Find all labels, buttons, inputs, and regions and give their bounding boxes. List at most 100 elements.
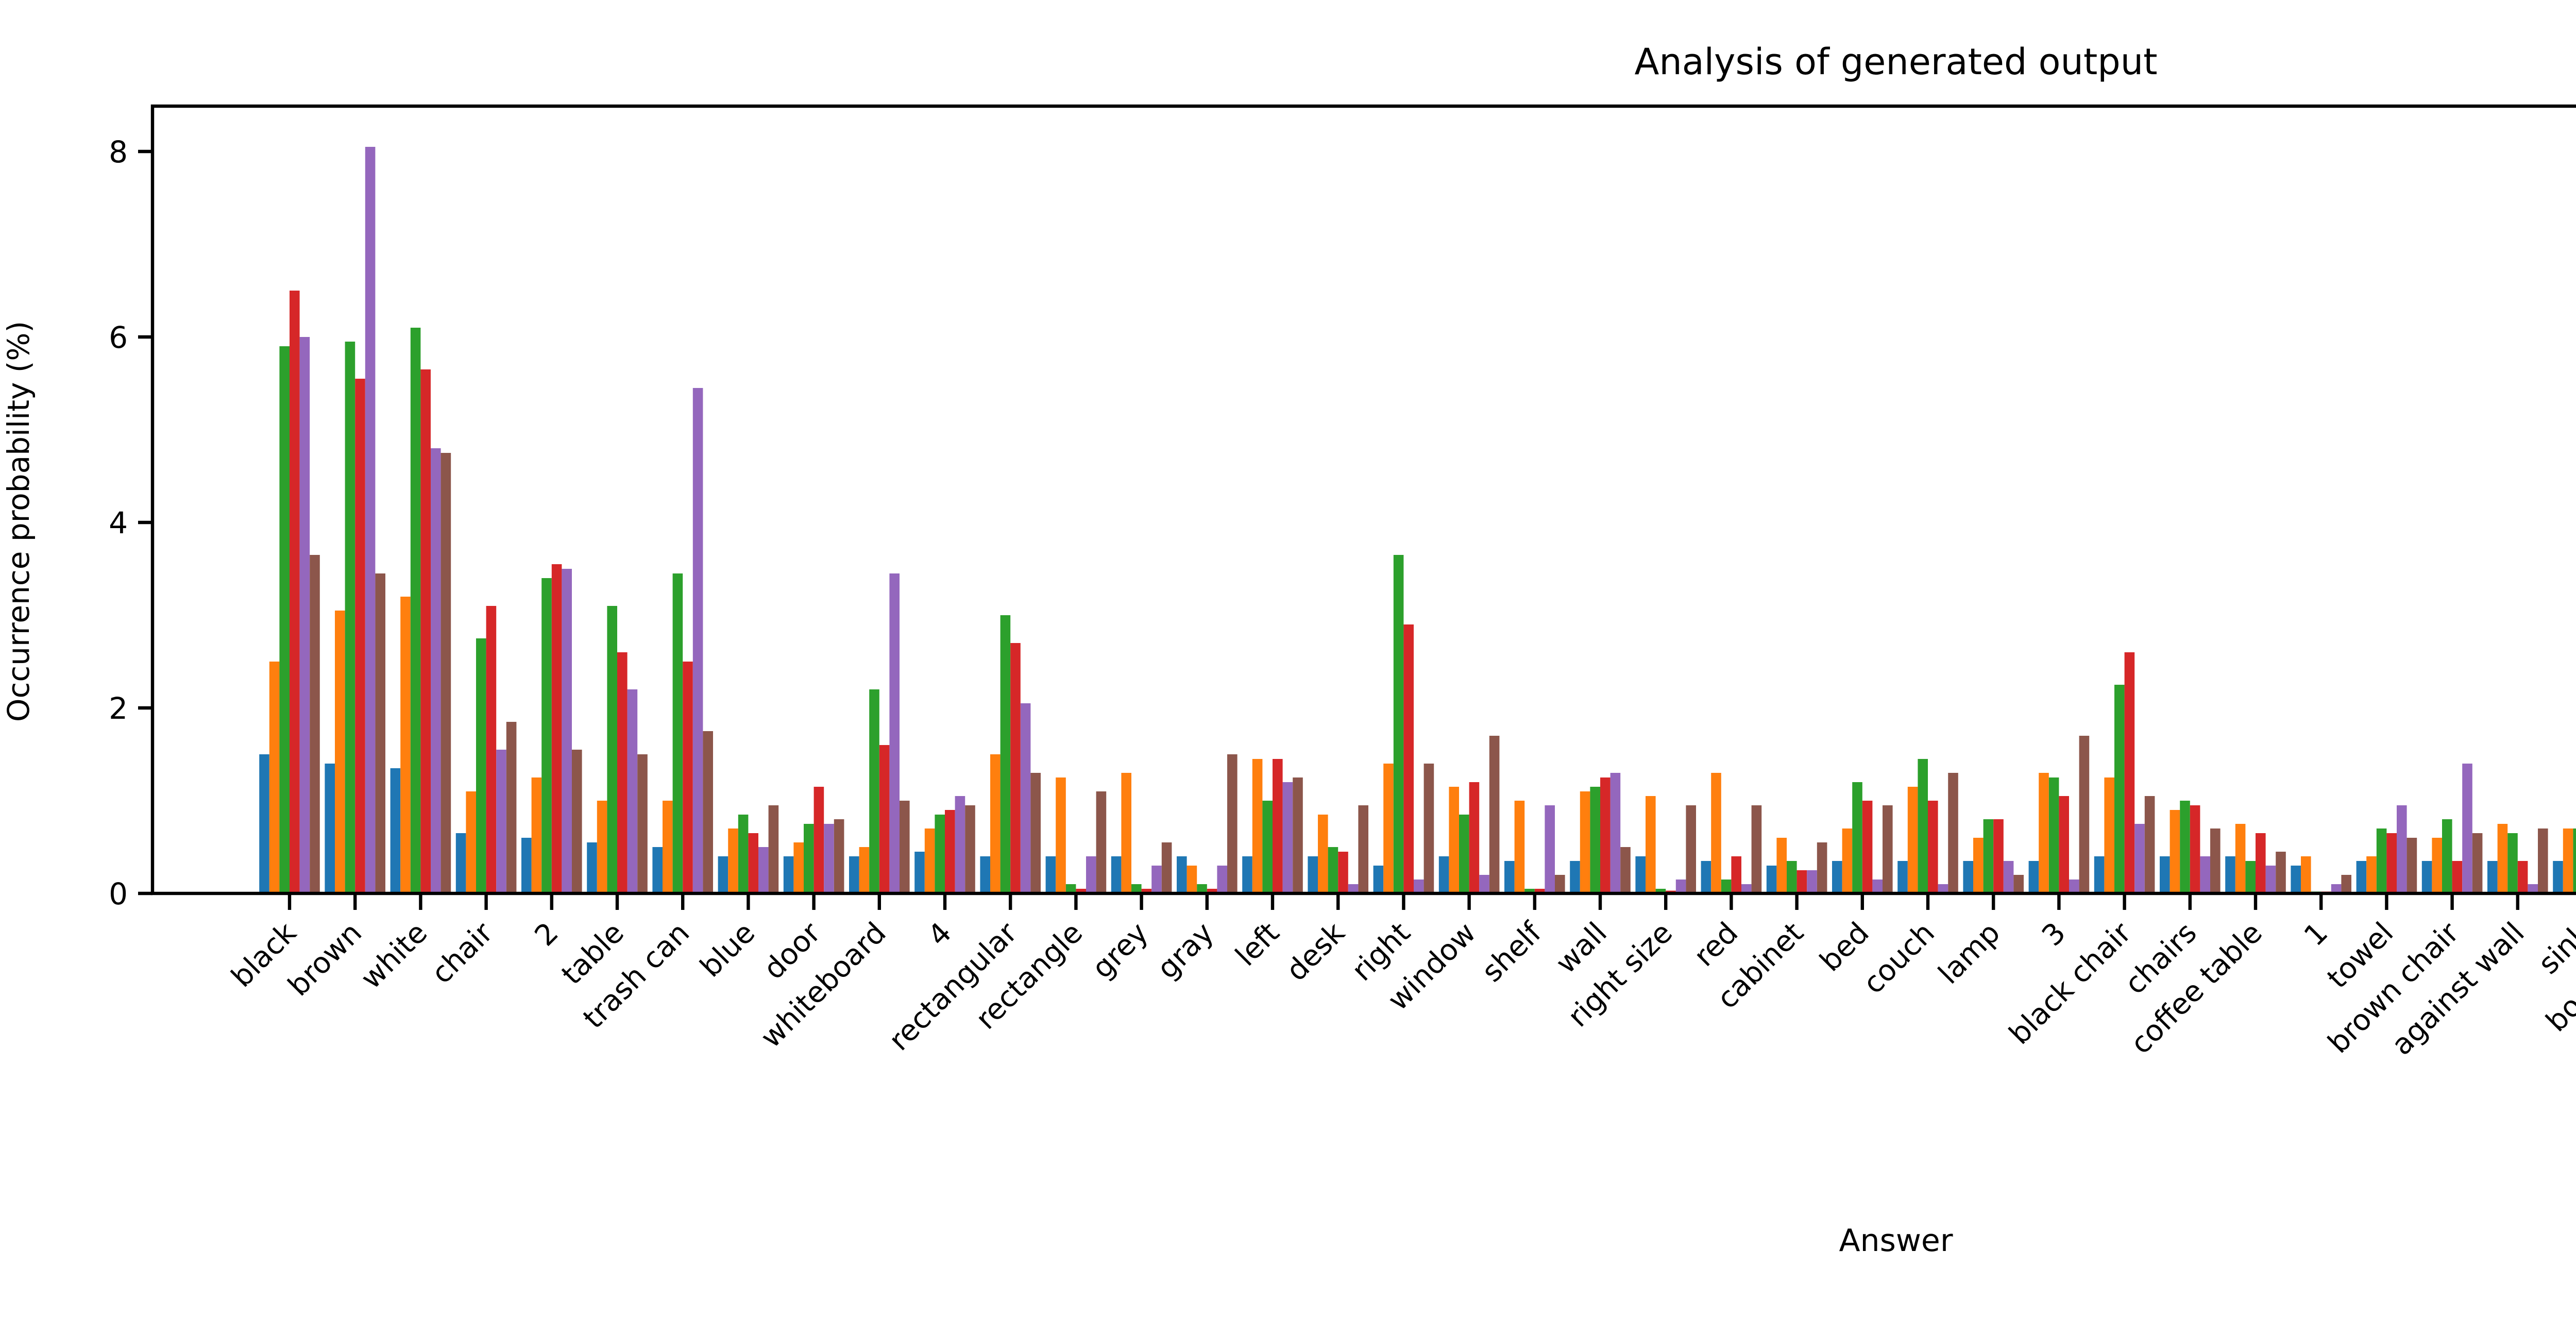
bar-3-Train-set [2039, 773, 2049, 893]
bar-desk-Train-on-only-test-set [1348, 884, 1359, 893]
bar-trash-can-Train-on-only-test-set [692, 388, 703, 893]
bar-table-Train-with-distribution-balancing [637, 754, 648, 893]
bar-wall-Train-with-distribution-balancing [1620, 847, 1631, 893]
bar-4-Train-set [924, 828, 935, 893]
bar-brown-chair-Train-with-distribution-balancing [2472, 833, 2483, 893]
bar-sink-Ground-Truth [2553, 861, 2563, 893]
bar-white-Train-with-test-set [420, 369, 431, 893]
bar-brown-Train-with-distribution-balancing [375, 573, 385, 893]
bar-black-Train-on-only-test-set [299, 337, 310, 893]
bar-door-Ground-Truth [783, 856, 794, 893]
y-axis-label: Occurrence probability (%) [1, 321, 36, 722]
bar-chair-Ground-Truth [455, 833, 466, 893]
bar-coffee-table-Train-on-only-test-set [2265, 866, 2276, 893]
bar-shelf-Ground-Truth [1504, 861, 1515, 893]
bar-blue-Train-on-only-test-set [758, 847, 769, 893]
bar-chair-Train-on-only-test-set [496, 750, 506, 893]
bar-black-chair-Train-with-distribution-balancing [2144, 796, 2155, 893]
bar-brown-chair-Train-on-only-test-set [2462, 764, 2472, 893]
bar-2-Vanilla-Training [541, 578, 552, 893]
bar-desk-Train-set [1318, 815, 1328, 893]
bar-bed-Train-with-distribution-balancing [1883, 805, 1893, 893]
bar-3-Ground-Truth [2028, 861, 2039, 893]
bar-wall-Train-on-only-test-set [1610, 773, 1621, 893]
bar-rectangular-Train-set [990, 754, 1001, 893]
bar-against-wall-Train-with-test-set [2517, 861, 2528, 893]
bar-wall-Train-set [1580, 791, 1590, 893]
bar-chairs-Ground-Truth [2160, 856, 2170, 893]
bar-couch-Train-set [1907, 787, 1918, 893]
bar-shelf-Train-on-only-test-set [1545, 805, 1555, 893]
bar-window-Train-on-only-test-set [1479, 875, 1489, 893]
bar-towel-Train-with-distribution-balancing [2406, 838, 2417, 893]
bar-cabinet-Train-on-only-test-set [1807, 870, 1817, 893]
bar-trash-can-Vanilla-Training [672, 573, 683, 893]
bar-table-Ground-Truth [587, 842, 597, 893]
bar-chairs-Train-with-test-set [2190, 805, 2200, 893]
bar-lamp-Ground-Truth [1963, 861, 1973, 893]
bar-wall-Train-with-test-set [1600, 777, 1611, 893]
bar-lamp-Vanilla-Training [1983, 819, 1994, 893]
bar-wall-Ground-Truth [1570, 861, 1580, 893]
bar-left-Train-on-only-test-set [1282, 782, 1293, 893]
bar-window-Train-with-test-set [1469, 782, 1480, 893]
bar-2-Train-with-test-set [551, 564, 562, 893]
bar-right-size-Vanilla-Training [1655, 889, 1666, 893]
bar-black-chair-Vanilla-Training [2114, 685, 2125, 893]
bar-coffee-table-Ground-Truth [2225, 856, 2235, 893]
bar-1-Train-with-distribution-balancing [2341, 875, 2351, 893]
y-tick-label: 2 [109, 691, 128, 726]
bar-grey-Ground-Truth [1111, 856, 1122, 893]
bar-rectangle-Train-with-distribution-balancing [1096, 791, 1107, 893]
y-tick-label: 8 [109, 134, 128, 170]
bar-chairs-Train-set [2170, 810, 2180, 893]
bar-rectangular-Train-with-distribution-balancing [1030, 773, 1041, 893]
bar-red-Train-with-distribution-balancing [1751, 805, 1762, 893]
bar-bed-Vanilla-Training [1852, 782, 1862, 893]
bar-black-Train-with-distribution-balancing [310, 555, 320, 893]
bar-against-wall-Train-set [2497, 824, 2508, 893]
bar-towel-Train-set [2366, 856, 2377, 893]
bar-left-Ground-Truth [1242, 856, 1252, 893]
bar-shelf-Vanilla-Training [1524, 889, 1535, 893]
bar-rectangle-Vanilla-Training [1065, 884, 1076, 893]
bar-black-chair-Train-with-test-set [2124, 652, 2135, 893]
bar-rectangle-Train-on-only-test-set [1086, 856, 1096, 893]
x-tick-label-blue: blue [694, 916, 762, 984]
y-tick-label: 4 [109, 505, 128, 540]
x-tick-label-gray: gray [1151, 916, 1221, 986]
chart-title: Analysis of generated output [1634, 41, 2157, 83]
bar-2-Train-set [531, 777, 542, 893]
bar-rectangle-Train-set [1056, 777, 1066, 893]
bar-door-Train-with-distribution-balancing [834, 819, 844, 893]
bar-table-Train-set [597, 801, 607, 893]
bar-right-size-Ground-Truth [1635, 856, 1646, 893]
bar-sink-Train-set [2563, 828, 2573, 893]
x-tick-label-brown: brown [282, 916, 368, 1003]
bar-rectangle-Ground-Truth [1045, 856, 1056, 893]
bar-blue-Ground-Truth [718, 856, 728, 893]
bar-black-Train-with-test-set [290, 291, 300, 893]
bar-coffee-table-Train-with-distribution-balancing [2276, 852, 2286, 893]
x-tick-label-4: 4 [922, 916, 958, 953]
bar-bed-Train-with-test-set [1862, 801, 1873, 893]
y-tick-label: 6 [109, 320, 128, 355]
bar-cabinet-Train-set [1776, 838, 1787, 893]
bar-rectangular-Train-with-test-set [1010, 643, 1021, 893]
bar-3-Train-with-test-set [2059, 796, 2069, 893]
bar-coffee-table-Train-set [2235, 824, 2246, 893]
bar-window-Vanilla-Training [1459, 815, 1469, 893]
bar-rectangular-Train-on-only-test-set [1020, 703, 1031, 893]
bar-1-Train-set [2301, 856, 2311, 893]
bar-door-Train-with-test-set [814, 787, 824, 893]
bar-desk-Ground-Truth [1308, 856, 1318, 893]
bar-chairs-Train-on-only-test-set [2200, 856, 2210, 893]
bar-bed-Ground-Truth [1832, 861, 1842, 893]
bar-left-Train-with-test-set [1273, 759, 1283, 893]
bar-coffee-table-Vanilla-Training [2245, 861, 2256, 893]
bar-brown-chair-Vanilla-Training [2442, 819, 2452, 893]
bar-right-Train-with-test-set [1403, 624, 1414, 893]
bar-red-Train-with-test-set [1731, 856, 1741, 893]
bar-trash-can-Train-with-distribution-balancing [703, 731, 713, 893]
